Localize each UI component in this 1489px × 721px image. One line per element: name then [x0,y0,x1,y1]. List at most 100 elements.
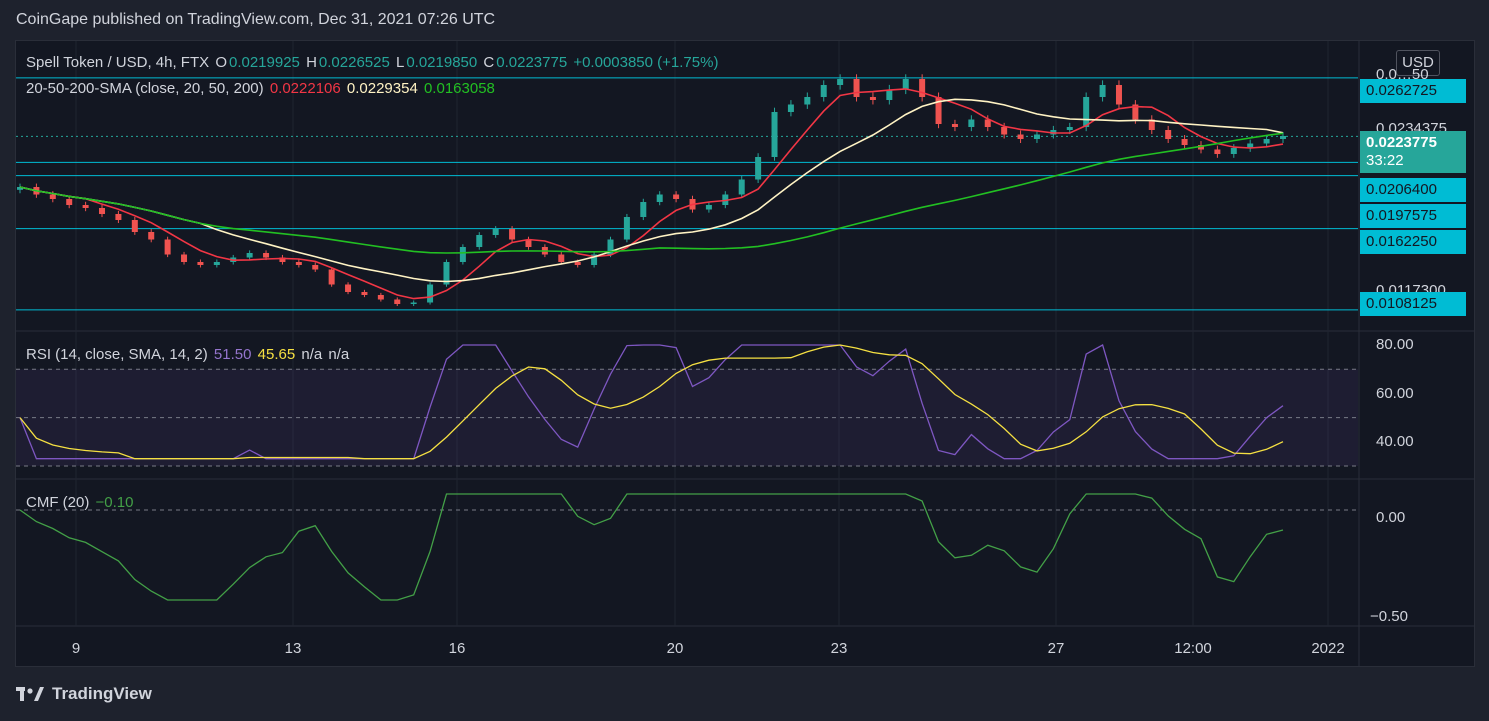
cmf-legend: CMF (20) −0.10 [26,494,135,511]
candle-body [1263,139,1270,144]
candle-body [623,217,630,240]
candle-body [1148,119,1155,130]
candle-body [1099,85,1106,97]
candle-body [869,97,876,100]
candle-body [66,199,73,205]
rsi-legend: RSI (14, close, SMA, 14, 2) 51.50 45.65 … [26,346,351,363]
candle-body [656,194,663,202]
candle-body [984,119,991,127]
candle-body [787,104,794,112]
candle-body [82,205,89,208]
cmf-name: CMF (20) [26,494,90,511]
low-label: L [395,54,405,71]
rsi-name: RSI (14, close, SMA, 14, 2) [26,346,208,363]
tradingview-logo[interactable]: TradingView [16,684,152,704]
candle-body [1214,149,1221,154]
price-tag-4: 0.0197575 [1360,204,1466,228]
candle-body [820,85,827,97]
candle-body [295,262,302,265]
candle-body [361,292,368,295]
candle-body [574,262,581,265]
candle-body [607,239,614,255]
candle-body [115,214,122,220]
candle-body [443,262,450,285]
candle-body [213,262,220,265]
candle-body [705,205,712,210]
candle-body [1247,143,1254,148]
candle-body [1033,134,1040,139]
candle-body [148,232,155,240]
candle-body [1165,130,1172,139]
candle-body [427,284,434,303]
sma20-line [19,88,1284,300]
candle-body [1115,85,1122,105]
candle-body [345,284,352,292]
candle-body [328,269,335,285]
x-label-1200: 12:00 [1174,640,1212,657]
sma20-value: 0.0222106 [269,80,341,97]
candle-body [886,89,893,100]
candle-body [509,229,516,240]
price-axis-partial-label: 0.0…50 [1376,66,1429,83]
price-tag-5: 0.0162250 [1360,230,1466,254]
bar-countdown: 33:22 [1366,152,1404,169]
rsi-value: 51.50 [213,346,252,363]
x-label-2022: 2022 [1311,640,1345,657]
candle-body [640,202,647,217]
candle-body [738,179,745,195]
x-label-9: 9 [71,640,81,657]
rsi-sma-line [19,344,1284,460]
price-tag-1: 0.0262725 [1360,79,1466,103]
candle-body [951,124,958,127]
sma50-value: 0.0229354 [346,80,418,97]
candle-body [99,208,106,214]
low-value: 0.0219850 [406,54,478,71]
sma200-line [19,132,1284,254]
current-price-tag: 0.0223775 33:22 [1360,131,1466,173]
candle-body [377,295,384,300]
candle-body [410,302,417,304]
candle-body [837,79,844,85]
price-tag-3: 0.0206400 [1360,178,1466,202]
candle-body [968,119,975,127]
sma-legend: 20-50-200-SMA (close, 20, 50, 200) 0.022… [26,80,497,97]
price-tag-6: 0.0108125 [1360,292,1466,316]
candle-body [919,79,926,97]
candle-body [902,79,909,90]
open-value: 0.0219925 [228,54,300,71]
candle-body [492,229,499,235]
high-label: H [306,54,317,71]
candle-body [558,254,565,262]
candle-body [394,299,401,304]
candle-body [312,265,319,270]
candle-body [755,157,762,180]
candle-body [1066,127,1073,130]
candle-body [853,79,860,97]
rsi-sma-value: 45.65 [257,346,296,363]
candle-body [131,220,138,232]
candle-body [17,187,23,190]
candle-body [591,254,598,265]
candle-body [1197,145,1204,150]
change-value: +0.0003850 (+1.75%) [573,54,719,71]
rsi-axis-80: 80.00 [1376,336,1414,353]
candle-body [164,239,171,255]
candle-body [525,239,532,247]
publisher-line: CoinGape published on TradingView.com, D… [16,11,496,28]
candle-body [1280,136,1286,139]
x-label-27: 27 [1047,640,1065,657]
rsi-na-2: n/a [328,346,350,363]
tradingview-wordmark: TradingView [52,684,152,703]
candle-body [673,194,680,199]
rsi-axis-40: 40.00 [1376,433,1414,450]
x-label-16: 16 [448,640,466,657]
x-label-23: 23 [830,640,848,657]
cmf-line [19,493,1284,601]
candle-body [181,254,188,262]
x-label-20: 20 [666,640,684,657]
currency-button[interactable]: USD [1396,50,1440,76]
candle-body [246,253,253,258]
candle-body [197,262,204,265]
